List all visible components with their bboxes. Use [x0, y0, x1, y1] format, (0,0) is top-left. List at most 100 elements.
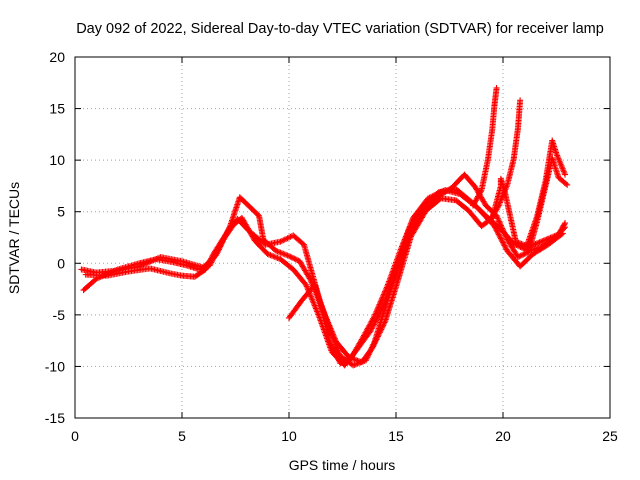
y-tick-label: -5 — [53, 307, 66, 323]
data-point — [489, 214, 496, 221]
data-point — [402, 241, 409, 248]
data-point — [334, 345, 341, 352]
data-point — [326, 324, 333, 331]
data-point — [347, 354, 354, 361]
data-point — [331, 338, 338, 345]
data-point — [402, 243, 409, 250]
data-point — [475, 193, 482, 200]
data-point — [327, 328, 334, 335]
chart-title: Day 092 of 2022, Sidereal Day-to-day VTE… — [76, 21, 604, 37]
data-point — [470, 202, 477, 209]
data-point — [273, 247, 280, 254]
data-point — [497, 221, 504, 228]
data-point — [281, 236, 288, 243]
data-point — [290, 255, 297, 261]
data-point — [474, 194, 481, 201]
data-point — [495, 203, 502, 210]
axes: 0 5 10 15 20 25 -15 -10 -5 0 5 10 15 20 — [45, 49, 618, 444]
data-point — [471, 199, 478, 206]
data-point — [278, 250, 285, 257]
data-point — [487, 216, 494, 223]
data-point — [518, 240, 525, 247]
data-point — [548, 234, 555, 241]
data-point — [401, 244, 408, 251]
data-point — [294, 256, 301, 263]
data-point — [146, 259, 153, 266]
data-point — [287, 253, 294, 260]
data-point — [490, 211, 497, 218]
data-point — [143, 260, 150, 267]
data-point — [546, 235, 553, 242]
data-point — [268, 252, 275, 259]
data-point — [411, 222, 418, 229]
data-point — [497, 222, 504, 229]
data-point — [518, 252, 525, 259]
data-point — [283, 235, 290, 242]
data-point — [280, 250, 287, 257]
data-point — [472, 198, 479, 205]
x-tick-label: 5 — [178, 428, 186, 444]
data-point — [413, 218, 420, 225]
data-point — [204, 262, 211, 269]
data-point — [281, 251, 288, 258]
x-axis-title: GPS time / hours — [289, 457, 396, 473]
data-point — [144, 259, 151, 266]
y-tick-label: 15 — [49, 101, 65, 117]
data-point — [370, 340, 377, 347]
data-point — [521, 250, 528, 257]
data-point — [502, 243, 509, 250]
data-point — [495, 231, 502, 238]
data-point — [495, 230, 502, 237]
data-point — [406, 233, 413, 240]
data-point — [374, 305, 381, 312]
data-point — [492, 207, 499, 214]
data-point — [501, 242, 508, 249]
data-point — [357, 359, 364, 366]
data-point — [550, 233, 557, 240]
data-point — [331, 337, 338, 344]
data-point — [487, 217, 494, 224]
data-point — [500, 228, 507, 235]
data-point — [360, 358, 367, 365]
data-point — [203, 265, 210, 272]
data-point — [365, 351, 372, 358]
data-point — [496, 218, 503, 225]
data-point — [280, 237, 287, 244]
data-point — [498, 236, 505, 243]
x-tick-label: 0 — [71, 428, 79, 444]
data-point — [273, 254, 280, 261]
data-point — [512, 238, 519, 245]
data-points — [78, 84, 571, 369]
series-track-4 — [286, 155, 571, 369]
data-point — [410, 225, 417, 232]
data-point — [366, 348, 373, 355]
data-point — [325, 322, 332, 329]
data-point — [333, 343, 340, 350]
data-point — [151, 256, 158, 263]
x-tick-label: 15 — [388, 428, 404, 444]
data-point — [561, 221, 568, 228]
data-point — [551, 233, 558, 240]
x-tick-label: 25 — [602, 428, 618, 444]
data-point — [399, 248, 406, 255]
data-point — [494, 205, 501, 212]
data-point — [535, 239, 542, 246]
data-point — [334, 344, 341, 351]
data-point — [350, 362, 357, 369]
data-point — [516, 253, 523, 260]
data-point — [540, 237, 547, 244]
data-point — [415, 215, 422, 222]
data-point — [286, 234, 292, 241]
data-point — [519, 241, 526, 248]
data-point — [493, 206, 500, 213]
data-point — [306, 275, 313, 282]
data-point — [286, 253, 292, 260]
data-point — [277, 238, 284, 245]
data-point — [477, 189, 484, 196]
data-point — [496, 232, 503, 239]
data-point — [335, 348, 342, 355]
series-spike-3 — [523, 137, 569, 250]
data-point — [409, 227, 416, 234]
data-point — [345, 354, 352, 361]
